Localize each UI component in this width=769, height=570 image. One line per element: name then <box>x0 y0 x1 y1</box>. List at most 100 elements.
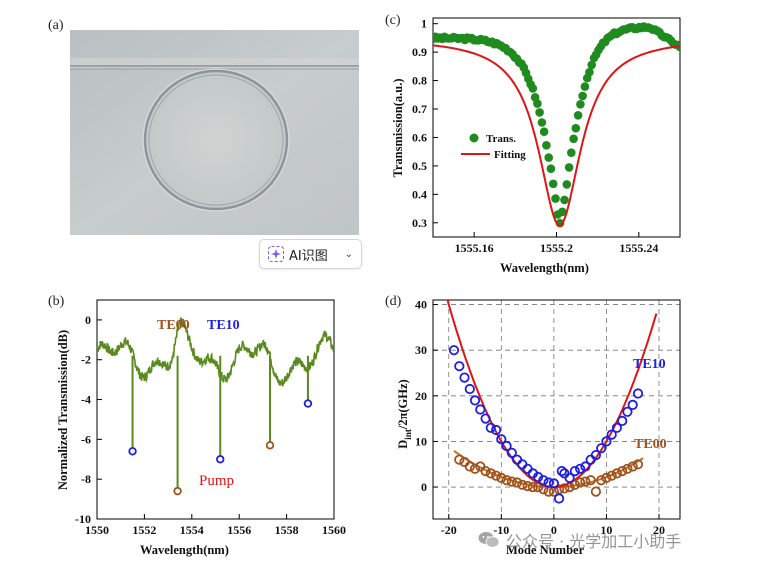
dip-marker-te10 <box>216 455 225 464</box>
plot-c-x-ticks: 1555.16 1555.2 1555.24 <box>455 232 658 255</box>
plot-c-xlabel: Wavelength(nm) <box>500 261 589 275</box>
te10-point <box>556 465 567 477</box>
annotation-d-te00: TE00 <box>634 437 667 452</box>
te10-point <box>632 388 644 399</box>
x-tick-label: 1556 <box>227 523 251 537</box>
te00-point <box>454 454 465 465</box>
y-tick-label: -10 <box>75 512 91 526</box>
y-tick-label: -8 <box>81 472 91 486</box>
y-tick-label: 40 <box>415 298 427 312</box>
te00-point <box>522 480 533 492</box>
x-tick-label: 1554 <box>180 523 204 537</box>
y-tick-label: -2 <box>81 353 91 367</box>
te10-point <box>564 472 575 483</box>
te00-point <box>596 475 607 486</box>
plot-b-y-ticks: 0 -2 -4 -6 -8 -10 <box>75 313 102 526</box>
te10-point <box>553 493 565 504</box>
y-tick-label: 10 <box>415 434 427 448</box>
y-tick-label: 0 <box>85 313 91 327</box>
panel-a: (a) <box>48 18 359 235</box>
panel-c-label: (c) <box>385 13 401 28</box>
annotation-d-te10: TE10 <box>633 357 666 372</box>
te00-point <box>611 468 623 479</box>
plot-d-ylabel: Dint/2π(GHz) <box>396 379 413 448</box>
x-tick-label: 1555.2 <box>540 241 573 255</box>
x-tick-label: 0 <box>551 523 557 537</box>
ai-image-recognition-button[interactable]: AI识图 ⌄ <box>259 239 362 269</box>
te10-point <box>574 463 586 474</box>
te00-point <box>511 477 523 488</box>
y-tick-label: 30 <box>415 343 427 357</box>
te10-point <box>464 383 475 395</box>
te10-point <box>448 345 460 356</box>
trans-point <box>546 164 556 173</box>
te00-point <box>580 476 591 487</box>
te10-point <box>622 406 633 417</box>
resonance-dips <box>131 355 309 492</box>
plot-d-y-ticks: 0 10 20 30 40 <box>415 298 438 494</box>
wechat-icon <box>478 532 500 548</box>
plot-c-ylabel: Transmission(a.u.) <box>391 78 405 177</box>
te00-point <box>485 468 496 479</box>
trans-point <box>587 60 596 70</box>
te10-fit-curve <box>446 300 658 489</box>
te00-point <box>617 465 628 477</box>
x-tick-label: -20 <box>441 523 457 537</box>
te10-point <box>496 434 507 445</box>
y-tick-label: 0.7 <box>412 102 427 116</box>
te00-data-points <box>454 454 644 497</box>
trans-point <box>558 207 567 217</box>
te00-point <box>464 461 475 472</box>
y-tick-label: -4 <box>81 393 91 407</box>
plot-c-legend: Trans. Fitting <box>461 133 526 161</box>
te00-point <box>480 465 491 477</box>
te00-point <box>496 472 507 483</box>
transmission-spectrum-line <box>97 317 334 387</box>
trans-point <box>576 100 585 109</box>
te10-point <box>596 443 607 454</box>
te00-point <box>490 470 502 481</box>
plot-d-xlabel: Mode Number <box>506 543 585 557</box>
plot-b-x-ticks: 1550 1552 1554 1556 1558 1560 <box>85 514 346 537</box>
trans-point <box>578 91 587 101</box>
te00-point <box>517 479 528 490</box>
te10-point <box>590 449 602 461</box>
trans-point <box>528 84 538 93</box>
x-tick-label: 1552 <box>132 523 156 537</box>
plot-c-frame <box>432 17 681 238</box>
te00-point <box>606 470 617 481</box>
y-tick-label: 20 <box>415 389 427 403</box>
te10-point <box>480 413 491 424</box>
trans-point <box>560 195 569 205</box>
plot-b-ylabel: Normalized Transmission(dB) <box>56 330 70 490</box>
x-tick-label: 20 <box>653 523 665 537</box>
x-tick-label: -10 <box>493 523 509 537</box>
y-tick-label: -6 <box>81 432 91 446</box>
dip-marker-te10 <box>303 399 313 408</box>
x-tick-label: 1550 <box>85 523 109 537</box>
trans-point <box>535 108 544 117</box>
trans-point <box>567 148 576 157</box>
y-tick-label: 1 <box>421 17 427 31</box>
panel-d-label: (d) <box>385 294 402 309</box>
te00-point <box>627 461 638 472</box>
trans-point <box>585 67 594 77</box>
te00-point <box>622 463 633 474</box>
dip-marker-te10 <box>128 447 137 456</box>
panel-d: (d) -20 -10 0 10 20 0 10 20 30 40 TE10 TE00 Mode… <box>385 294 681 557</box>
te00-point <box>469 463 481 474</box>
y-tick-label: 0.6 <box>412 130 427 144</box>
x-tick-label: 1555.16 <box>455 241 494 255</box>
watermark: 公众号 · 光学加工小助手 <box>478 529 681 551</box>
chevron-down-icon: ⌄ <box>344 248 353 260</box>
te10-point <box>627 399 638 410</box>
fitting-curve <box>433 44 680 227</box>
y-tick-label: 0.9 <box>412 45 427 59</box>
trans-point <box>569 134 578 144</box>
y-tick-label: 0.8 <box>412 74 427 88</box>
te00-point <box>585 475 596 486</box>
x-tick-label: 1555.24 <box>619 241 658 255</box>
x-tick-label: 10 <box>600 523 612 537</box>
panel-c: (c) 1555.16 1555.2 1555.24 0.3 0.4 0.5 0.6 0.7… <box>385 13 681 275</box>
